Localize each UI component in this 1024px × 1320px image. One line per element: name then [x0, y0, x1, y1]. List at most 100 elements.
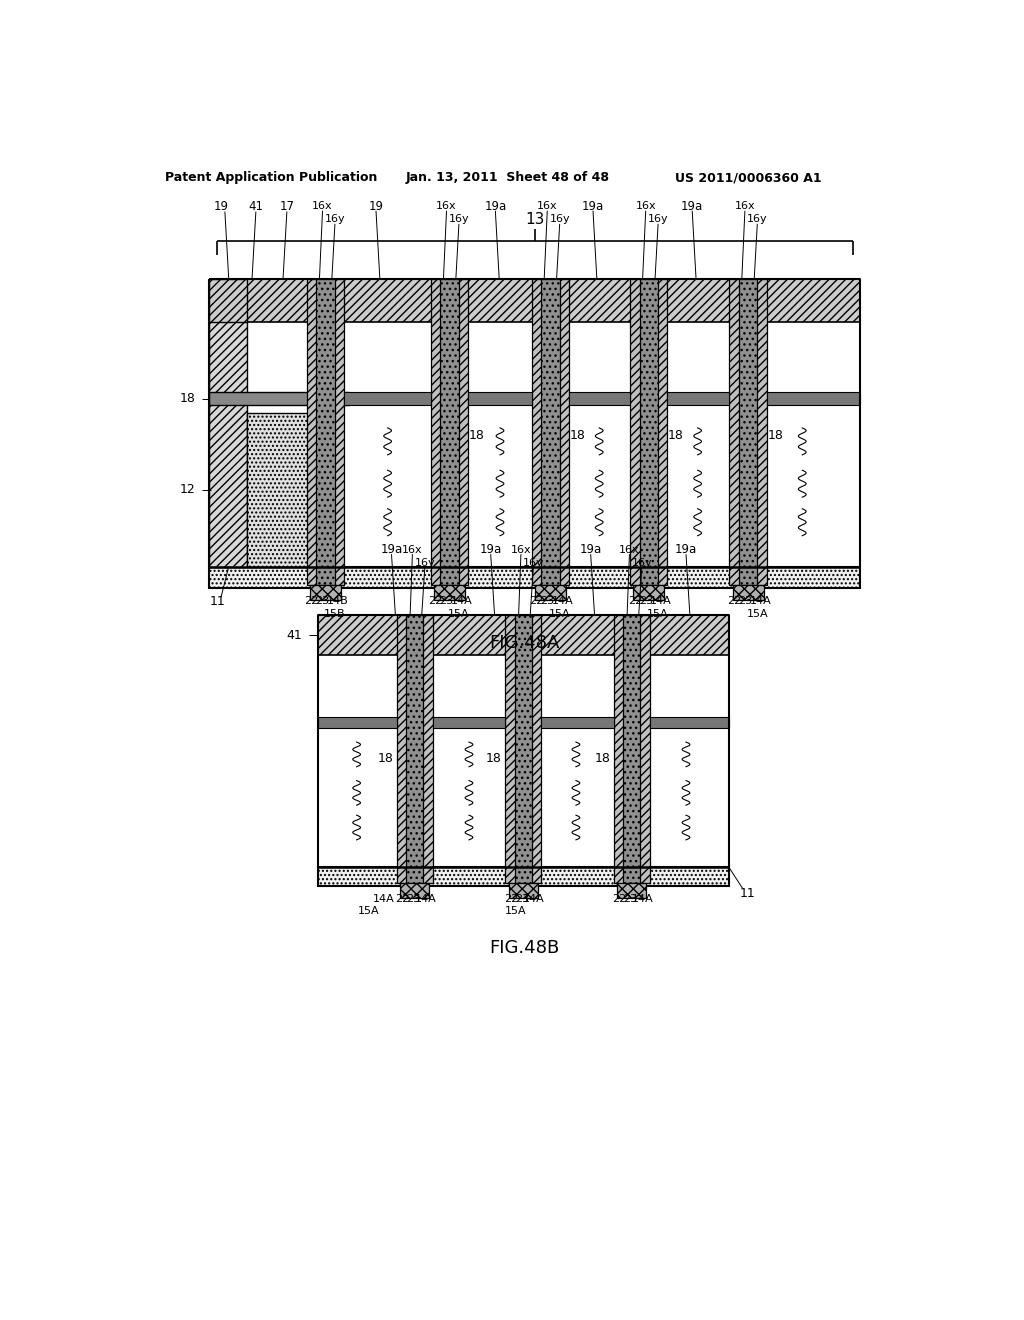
Text: 23: 23 [639, 597, 652, 606]
Text: 19a: 19a [681, 199, 703, 213]
Text: 16y: 16y [415, 557, 435, 568]
Text: 23: 23 [407, 894, 420, 904]
Text: 23: 23 [515, 894, 528, 904]
Bar [630, 280, 668, 585]
Bar [209, 566, 860, 589]
Text: 14A: 14A [632, 894, 653, 904]
Bar [209, 392, 349, 405]
Bar [307, 280, 344, 585]
Bar [506, 615, 541, 883]
Bar [209, 280, 860, 566]
Text: 13: 13 [525, 211, 545, 227]
Text: 16x: 16x [312, 201, 333, 211]
Text: 22: 22 [429, 597, 442, 606]
Bar [317, 615, 729, 655]
Text: 19a: 19a [675, 543, 697, 556]
Text: 11: 11 [209, 594, 225, 607]
Bar [247, 280, 860, 322]
Text: 19a: 19a [380, 543, 402, 556]
Text: 14A: 14A [750, 597, 771, 606]
Text: 18: 18 [179, 392, 196, 405]
Text: 41: 41 [287, 628, 302, 642]
Text: 15A: 15A [357, 907, 379, 916]
Text: 18: 18 [485, 752, 502, 766]
Bar [531, 280, 569, 585]
Bar [247, 412, 340, 566]
Text: 16x: 16x [511, 545, 531, 554]
Text: 23: 23 [738, 597, 752, 606]
Bar [407, 615, 423, 883]
Text: 15A: 15A [647, 610, 669, 619]
Text: 23: 23 [315, 597, 330, 606]
Text: 18: 18 [594, 752, 610, 766]
Text: 15A: 15A [549, 610, 570, 619]
Bar [316, 280, 335, 585]
Text: 16y: 16y [648, 214, 669, 224]
Text: 16y: 16y [632, 557, 652, 568]
Text: 17: 17 [280, 199, 294, 213]
Bar [400, 883, 429, 899]
Text: 15A: 15A [449, 610, 470, 619]
Bar [767, 392, 860, 405]
Bar [640, 280, 658, 585]
Text: 19: 19 [369, 199, 384, 213]
Text: 16x: 16x [436, 201, 457, 211]
Bar [738, 280, 758, 585]
Bar [729, 280, 767, 585]
Bar [668, 392, 729, 405]
Bar [569, 392, 630, 405]
Bar [209, 280, 247, 566]
Text: 23: 23 [439, 597, 454, 606]
Text: 22: 22 [612, 894, 627, 904]
Bar [541, 280, 560, 585]
Text: 16x: 16x [402, 545, 423, 554]
Text: 14A: 14A [650, 597, 672, 606]
Text: US 2011/0006360 A1: US 2011/0006360 A1 [675, 172, 821, 185]
Text: 15A: 15A [505, 907, 526, 916]
Text: 16x: 16x [635, 201, 656, 211]
Bar [209, 280, 247, 322]
Text: 16x: 16x [537, 201, 558, 211]
Text: 18: 18 [378, 752, 393, 766]
Text: 41: 41 [249, 199, 263, 213]
Bar [617, 883, 646, 899]
Text: 19: 19 [213, 199, 228, 213]
Bar [535, 585, 566, 601]
Bar [434, 585, 465, 601]
Bar [344, 392, 431, 405]
Bar [431, 280, 468, 585]
Text: 18: 18 [469, 429, 484, 442]
Text: 18: 18 [767, 429, 783, 442]
Text: 15A: 15A [746, 610, 768, 619]
Text: 11: 11 [740, 887, 756, 900]
Bar [432, 717, 506, 729]
Text: 16x: 16x [620, 545, 640, 554]
Text: 22: 22 [395, 894, 410, 904]
Text: 14A: 14A [552, 597, 573, 606]
Text: 14B: 14B [327, 597, 349, 606]
Bar [440, 280, 459, 585]
Text: FIG.48A: FIG.48A [489, 635, 560, 652]
Text: 16x: 16x [734, 201, 756, 211]
Bar [649, 717, 729, 729]
Bar [732, 585, 764, 601]
Text: 22: 22 [727, 597, 741, 606]
Text: 19a: 19a [580, 543, 602, 556]
Bar [541, 717, 614, 729]
Text: 18: 18 [668, 429, 684, 442]
Bar [509, 883, 538, 899]
Text: 23: 23 [624, 894, 637, 904]
Bar [515, 615, 531, 883]
Text: 22: 22 [529, 597, 544, 606]
Text: 18: 18 [569, 429, 586, 442]
Bar [397, 615, 432, 883]
Bar [317, 717, 397, 729]
Text: 15B: 15B [325, 610, 346, 619]
Bar [317, 615, 729, 867]
Text: 14A: 14A [415, 894, 436, 904]
Bar [310, 585, 341, 601]
Text: 14A: 14A [373, 894, 394, 904]
Bar [633, 585, 665, 601]
Text: 22: 22 [628, 597, 642, 606]
Bar [317, 867, 729, 886]
